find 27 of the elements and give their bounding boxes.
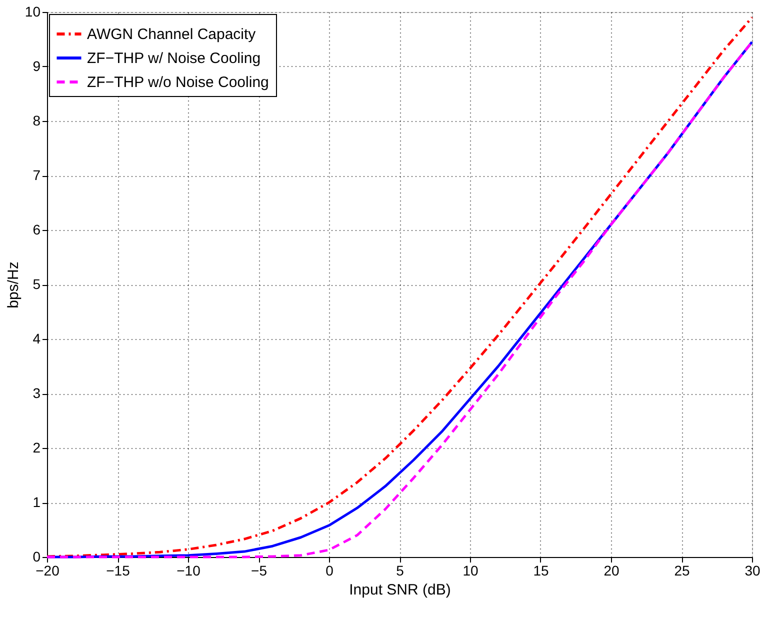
x-tick-label: 15 <box>533 562 549 578</box>
x-tick-label: 10 <box>462 562 478 578</box>
x-tick-label: 20 <box>604 562 620 578</box>
y-tick-label: 10 <box>24 4 41 20</box>
y-tick-label: 5 <box>32 276 41 292</box>
x-tick-label: 30 <box>744 562 760 578</box>
x-tick-label: −10 <box>176 562 201 578</box>
y-tick-label: 9 <box>32 58 41 74</box>
y-tick-label: 4 <box>32 330 41 346</box>
y-tick-label: 7 <box>32 167 41 183</box>
x-tick-label: 0 <box>326 562 334 578</box>
x-tick-label: −5 <box>251 562 268 578</box>
legend-label: AWGN Channel Capacity <box>87 26 256 43</box>
legend-label: ZF−THP w/ Noise Cooling <box>87 50 261 67</box>
x-tick-label: 25 <box>674 562 690 578</box>
y-tick-label: 6 <box>32 222 41 238</box>
y-tick-label: 3 <box>32 385 41 401</box>
legend-label: ZF−THP w/o Noise Cooling <box>87 74 269 91</box>
x-tick-label: −15 <box>106 562 130 578</box>
y-axis-title: bps/Hz <box>4 262 22 308</box>
x-axis-title: Input SNR (dB) <box>349 582 451 598</box>
y-tick-label: 8 <box>32 112 41 128</box>
y-tick-label: 1 <box>32 494 41 510</box>
y-tick-label: 2 <box>32 440 41 456</box>
y-tick-label: 0 <box>32 548 41 564</box>
x-tick-label: 5 <box>396 562 404 578</box>
x-tick-label: −20 <box>36 562 60 578</box>
